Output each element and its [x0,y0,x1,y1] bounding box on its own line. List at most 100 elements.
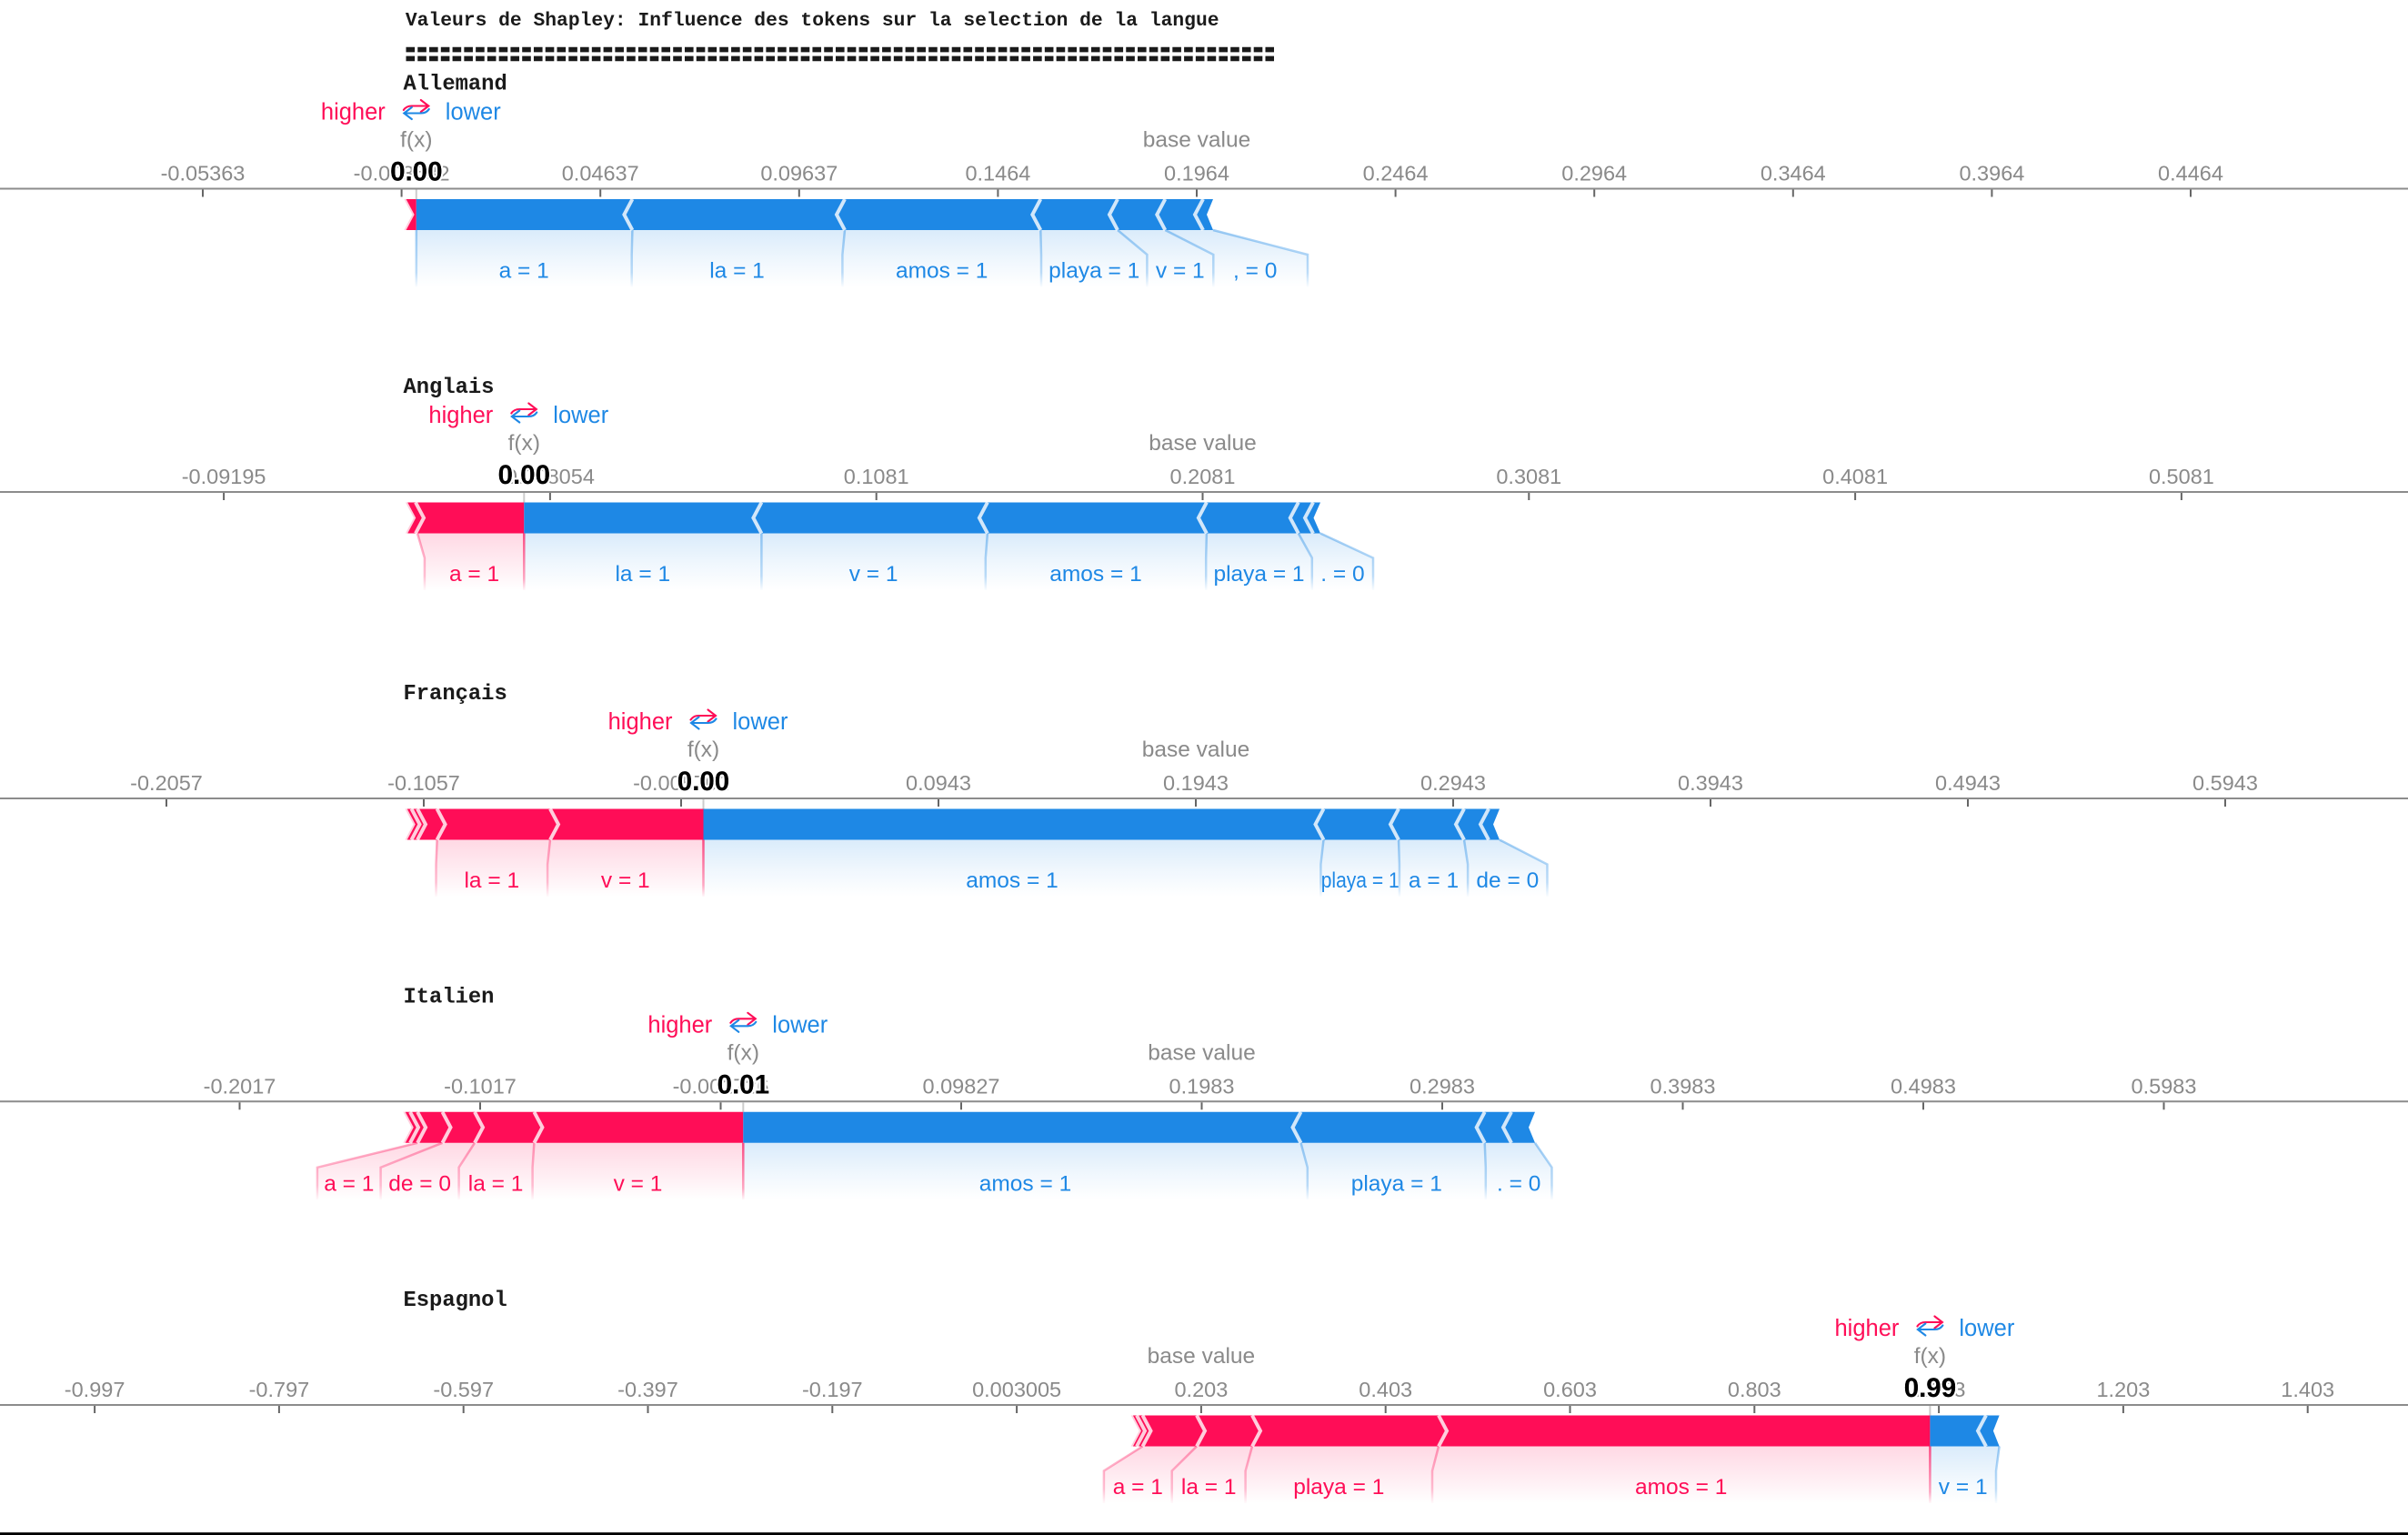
svg-text:-0.997: -0.997 [65,1378,125,1401]
svg-text:0.04637: 0.04637 [562,162,639,186]
svg-text:0.99: 0.99 [1904,1373,1956,1403]
svg-text:Espagnol: Espagnol [404,1289,507,1313]
svg-text:-0.2017: -0.2017 [204,1074,276,1098]
svg-text:0.2464: 0.2464 [1363,162,1429,186]
svg-text:0.1964: 0.1964 [1164,162,1229,186]
svg-text:0.008054: 0.008054 [506,465,595,488]
svg-text:-0.003632: -0.003632 [354,162,450,186]
svg-text:Anglais: Anglais [404,376,495,400]
svg-text:Français: Français [404,682,507,707]
svg-text:-0.09195: -0.09195 [182,465,266,488]
svg-text:0.3464: 0.3464 [1761,162,1826,186]
svg-text:la = 1: la = 1 [709,259,765,284]
svg-text:0.00: 0.00 [677,767,729,797]
svg-text:0.803: 0.803 [1728,1378,1781,1401]
svg-text:higher: higher [1835,1316,1900,1341]
svg-text:la = 1: la = 1 [1181,1475,1237,1500]
svg-text:amos = 1: amos = 1 [1635,1475,1727,1500]
svg-text:amos = 1: amos = 1 [1049,562,1141,587]
svg-text:-0.001726: -0.001726 [673,1074,769,1098]
svg-text:0.00: 0.00 [677,767,729,797]
svg-text:0.01: 0.01 [717,1069,769,1099]
svg-text:higher: higher [428,403,493,428]
svg-text:v = 1: v = 1 [1939,1475,1988,1500]
svg-text:de = 0: de = 0 [388,1171,451,1196]
svg-text:0.4943: 0.4943 [1935,771,2001,795]
svg-text:0.00: 0.00 [498,460,550,490]
svg-text:base value: base value [1148,1344,1256,1369]
svg-text:playa = 1: playa = 1 [1293,1475,1384,1500]
svg-text:. = 0: . = 0 [1320,562,1364,587]
svg-text:f(x): f(x) [727,1040,759,1065]
svg-text:playa = 1: playa = 1 [1213,562,1304,587]
svg-text:de = 0: de = 0 [1476,868,1539,893]
svg-text:-0.797: -0.797 [249,1378,310,1401]
svg-text:-0.1057: -0.1057 [387,771,460,795]
svg-text:-0.197: -0.197 [802,1378,863,1401]
svg-text:v = 1: v = 1 [614,1171,663,1196]
svg-text:0.00: 0.00 [390,157,442,187]
svg-text:0.1081: 0.1081 [844,465,909,488]
svg-text:la = 1: la = 1 [615,562,670,587]
svg-text:0.01: 0.01 [717,1069,769,1099]
svg-text:0.3964: 0.3964 [1959,162,2024,186]
svg-text:lower: lower [553,403,608,428]
svg-text:playa = 1: playa = 1 [1351,1171,1442,1196]
svg-text:0.003005: 0.003005 [972,1378,1061,1401]
svg-text:v = 1: v = 1 [849,562,898,587]
svg-text:0.203: 0.203 [1174,1378,1228,1401]
svg-text:amos = 1: amos = 1 [896,259,988,284]
svg-text:v = 1: v = 1 [1156,259,1205,284]
svg-text:0.4464: 0.4464 [2158,162,2223,186]
svg-text:a = 1: a = 1 [1409,868,1459,893]
svg-text:0.00: 0.00 [498,460,550,490]
svg-text:base value: base value [1148,1040,1256,1065]
svg-text:0.5943: 0.5943 [2192,771,2258,795]
svg-text:v = 1: v = 1 [601,868,650,893]
svg-text:amos = 1: amos = 1 [979,1171,1071,1196]
svg-text:, = 0: , = 0 [1233,259,1277,284]
svg-text:base value: base value [1142,737,1250,762]
svg-text:lower: lower [446,100,501,125]
svg-text:playa = 1: playa = 1 [1321,868,1400,893]
svg-text:playa = 1: playa = 1 [1048,259,1139,284]
svg-text:0.00: 0.00 [390,157,442,187]
svg-text:higher: higher [321,100,386,125]
svg-text:0.1983: 0.1983 [1169,1074,1235,1098]
svg-text:-0.1017: -0.1017 [444,1074,517,1098]
svg-text:0.2081: 0.2081 [1170,465,1236,488]
svg-text:base value: base value [1149,431,1257,456]
svg-text:0.5983: 0.5983 [2132,1074,2197,1098]
svg-text:lower: lower [1959,1316,2014,1341]
svg-text:a = 1: a = 1 [1113,1475,1163,1500]
svg-text:lower: lower [772,1012,828,1038]
svg-text:0.4983: 0.4983 [1891,1074,1956,1098]
svg-text:0.3983: 0.3983 [1650,1074,1716,1098]
svg-text:amos = 1: amos = 1 [966,868,1058,893]
svg-text:higher: higher [608,709,673,735]
svg-text:f(x): f(x) [687,737,719,762]
svg-text:-0.597: -0.597 [433,1378,494,1401]
svg-text:. = 0: . = 0 [1497,1171,1540,1196]
svg-text:a = 1: a = 1 [499,259,549,284]
svg-text:a = 1: a = 1 [449,562,499,587]
svg-text:0.0943: 0.0943 [906,771,971,795]
svg-text:0.1464: 0.1464 [965,162,1030,186]
svg-text:0.1943: 0.1943 [1163,771,1229,795]
svg-text:0.3943: 0.3943 [1678,771,1743,795]
svg-text:la = 1: la = 1 [468,1171,524,1196]
svg-text:1.003: 1.003 [1912,1378,1966,1401]
svg-text:0.603: 0.603 [1543,1378,1597,1401]
svg-text:0.2983: 0.2983 [1410,1074,1475,1098]
svg-text:base value: base value [1143,128,1251,153]
svg-text:-0.2057: -0.2057 [130,771,203,795]
svg-text:lower: lower [733,709,788,735]
svg-text:0.09827: 0.09827 [923,1074,1000,1098]
svg-text:f(x): f(x) [400,128,432,153]
svg-text:Italien: Italien [404,985,495,1009]
svg-text:0.4081: 0.4081 [1822,465,1888,488]
svg-text:-0.005701: -0.005701 [633,771,729,795]
svg-text:f(x): f(x) [508,431,540,456]
svg-text:0.09637: 0.09637 [760,162,838,186]
svg-text:0.403: 0.403 [1359,1378,1412,1401]
